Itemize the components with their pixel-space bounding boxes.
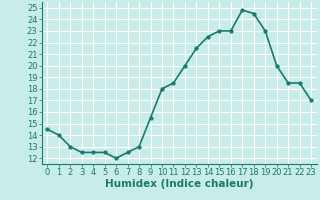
X-axis label: Humidex (Indice chaleur): Humidex (Indice chaleur) <box>105 179 253 189</box>
